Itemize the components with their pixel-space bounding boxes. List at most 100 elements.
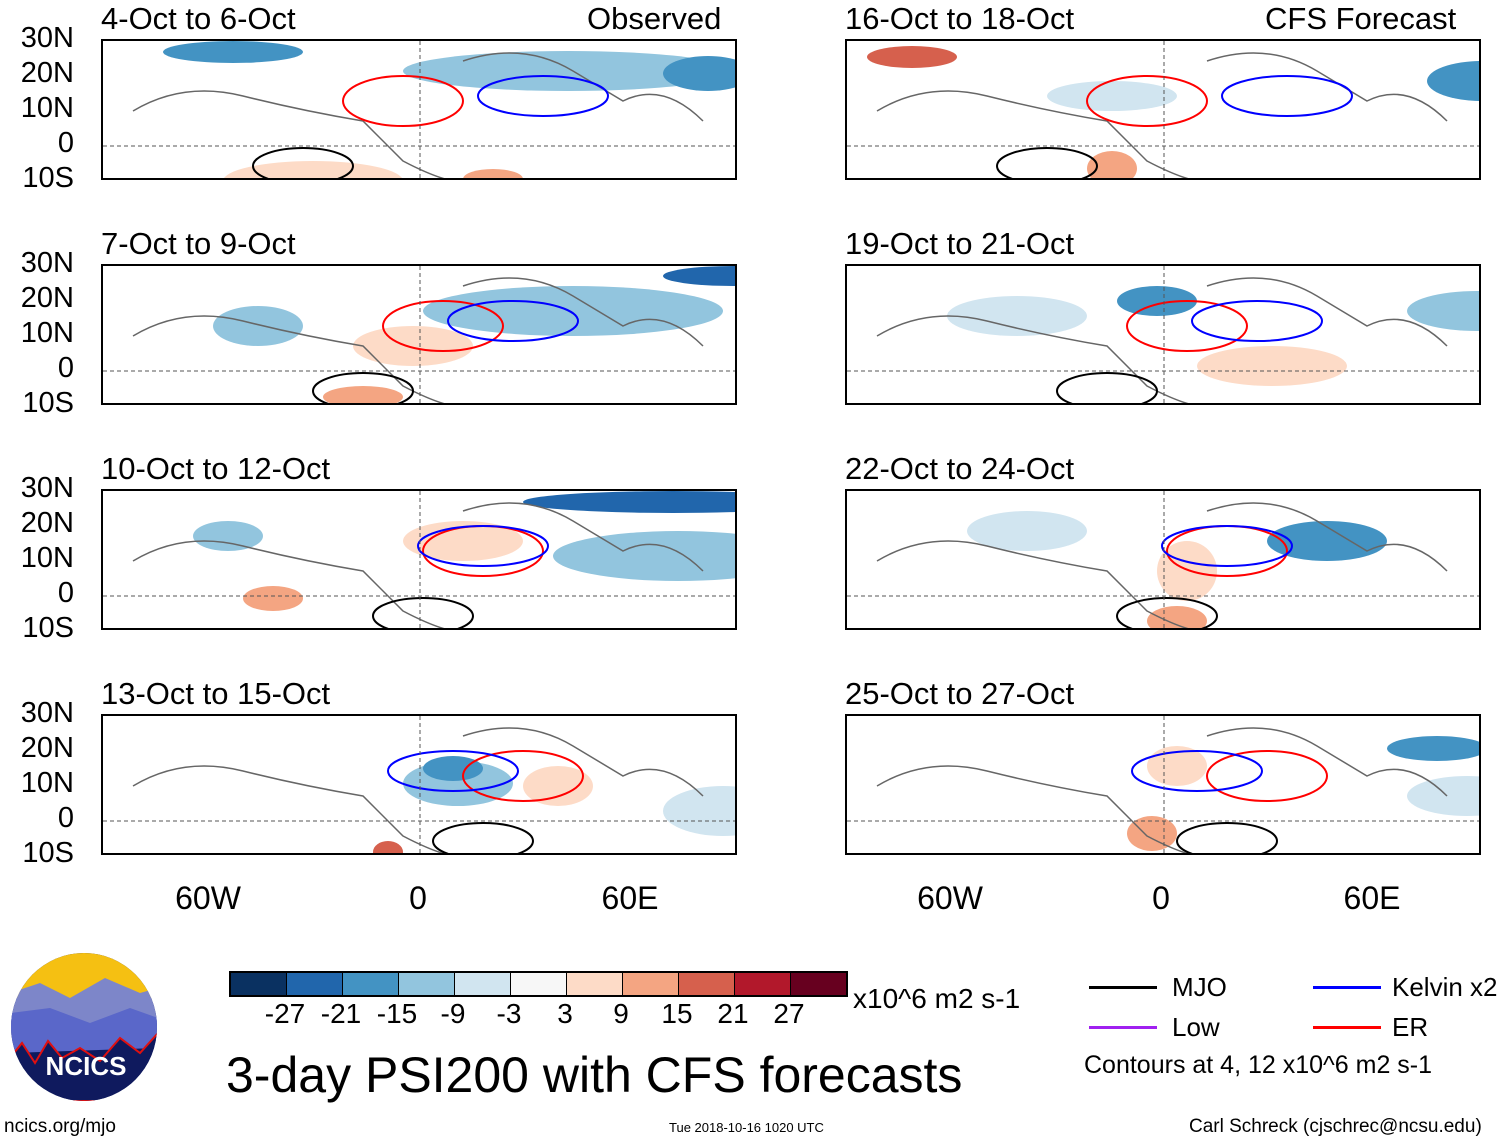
map-panel bbox=[845, 39, 1481, 180]
psi-shading bbox=[947, 296, 1087, 336]
colorbar-swatch bbox=[455, 973, 511, 995]
ncics-logo: NCICS bbox=[10, 953, 158, 1101]
psi-shading bbox=[663, 266, 735, 286]
map-canvas bbox=[103, 716, 735, 853]
lon-label: 0 bbox=[1152, 880, 1170, 916]
psi-shading bbox=[1197, 346, 1347, 386]
map-panel bbox=[101, 714, 737, 855]
footer-url[interactable]: ncics.org/mjo bbox=[4, 1116, 116, 1137]
psi-shading bbox=[967, 511, 1087, 551]
psi-shading bbox=[213, 306, 303, 346]
lat-label: 10N bbox=[20, 317, 74, 349]
lat-label: 30N bbox=[20, 697, 74, 729]
colorbar-tick-label: 3 bbox=[557, 998, 573, 1029]
lat-label: 0 bbox=[57, 352, 74, 384]
psi-shading bbox=[1407, 776, 1479, 816]
psi-shading bbox=[1387, 736, 1479, 761]
mjo-contour bbox=[1056, 372, 1158, 403]
psi-shading bbox=[1147, 606, 1207, 628]
er-contour bbox=[382, 300, 504, 352]
lat-label: 0 bbox=[57, 127, 74, 159]
psi-shading bbox=[1427, 61, 1479, 101]
coastline bbox=[876, 52, 1448, 178]
mjo-contour bbox=[372, 597, 474, 628]
lat-label: 30N bbox=[20, 22, 74, 54]
map-panel bbox=[845, 264, 1481, 405]
er-contour bbox=[462, 750, 584, 802]
lat-label: 20N bbox=[20, 282, 74, 314]
er-contour bbox=[342, 75, 464, 127]
colorbar-tick-label: 21 bbox=[717, 998, 749, 1029]
lat-label: 10S bbox=[22, 162, 74, 194]
psi-shading bbox=[403, 521, 523, 561]
colorbar-swatch bbox=[567, 973, 623, 995]
colorbar bbox=[229, 971, 848, 997]
mjo-contour bbox=[432, 822, 534, 853]
lat-label: 10S bbox=[22, 612, 74, 644]
coastline bbox=[132, 502, 704, 628]
map-panel bbox=[101, 489, 737, 630]
psi-shading bbox=[523, 491, 735, 513]
mjo-contour bbox=[312, 372, 414, 403]
panel-title: 10-Oct to 12-Oct bbox=[101, 451, 331, 486]
psi-shading bbox=[373, 841, 403, 853]
legend-mjo-label: MJO bbox=[1172, 972, 1227, 1002]
map-panel bbox=[845, 714, 1481, 855]
legend-mjo-line bbox=[1089, 986, 1157, 989]
psi-shading bbox=[1087, 151, 1137, 178]
map-canvas bbox=[103, 491, 735, 628]
panel-title: 19-Oct to 21-Oct bbox=[845, 226, 1075, 261]
psi-shading bbox=[523, 766, 593, 806]
map-canvas bbox=[103, 266, 735, 403]
panel-title: 25-Oct to 27-Oct bbox=[845, 676, 1075, 711]
colorbar-tick-label: -9 bbox=[440, 998, 466, 1029]
psi-shading bbox=[323, 386, 403, 403]
lat-label: 20N bbox=[20, 732, 74, 764]
kelvin-contour bbox=[477, 75, 609, 117]
lon-label: 60E bbox=[1343, 880, 1401, 916]
psi-shading bbox=[1407, 291, 1479, 331]
psi-shading bbox=[1157, 541, 1217, 601]
mjo-contour bbox=[996, 147, 1098, 178]
map-panel bbox=[101, 39, 737, 180]
psi-shading bbox=[1047, 81, 1177, 111]
map-canvas bbox=[847, 716, 1479, 853]
colorbar-tick-label: -21 bbox=[320, 998, 362, 1029]
psi-shading bbox=[224, 161, 402, 178]
coastline bbox=[876, 727, 1448, 853]
kelvin-contour bbox=[417, 525, 549, 567]
contour-note: Contours at 4, 12 x10^6 m2 s-1 bbox=[1084, 1051, 1433, 1079]
psi-shading bbox=[1267, 521, 1387, 561]
psi-shading bbox=[663, 56, 735, 91]
map-canvas bbox=[847, 41, 1479, 178]
map-panel bbox=[845, 489, 1481, 630]
kelvin-contour bbox=[387, 750, 519, 792]
footer-timestamp: Tue 2018-10-16 1020 UTC bbox=[669, 1120, 824, 1135]
panel-title: 13-Oct to 15-Oct bbox=[101, 676, 331, 711]
colorbar-swatch bbox=[399, 973, 455, 995]
psi-shading bbox=[1147, 746, 1207, 786]
er-contour bbox=[1126, 300, 1248, 352]
lon-label: 60W bbox=[175, 880, 241, 916]
coastline bbox=[132, 52, 704, 178]
colorbar-swatch bbox=[679, 973, 735, 995]
observed-label: Observed bbox=[587, 1, 722, 36]
kelvin-contour bbox=[447, 300, 579, 342]
legend-kelvin-label: Kelvin x2 bbox=[1392, 972, 1498, 1002]
psi-shading bbox=[353, 326, 473, 366]
coastline bbox=[876, 277, 1448, 403]
psi-shading bbox=[193, 521, 263, 551]
kelvin-contour bbox=[1221, 75, 1353, 117]
lat-label: 30N bbox=[20, 472, 74, 504]
panel-title: 22-Oct to 24-Oct bbox=[845, 451, 1075, 486]
colorbar-swatch bbox=[343, 973, 399, 995]
colorbar-swatch bbox=[623, 973, 679, 995]
psi-shading bbox=[423, 756, 483, 781]
psi-shading bbox=[403, 51, 733, 91]
mjo-contour bbox=[1116, 597, 1218, 628]
colorbar-tick-label: -27 bbox=[264, 998, 306, 1029]
panel-title: 7-Oct to 9-Oct bbox=[101, 226, 296, 261]
mjo-contour bbox=[1176, 822, 1278, 853]
er-contour bbox=[1086, 75, 1208, 127]
lat-label: 10S bbox=[22, 387, 74, 419]
